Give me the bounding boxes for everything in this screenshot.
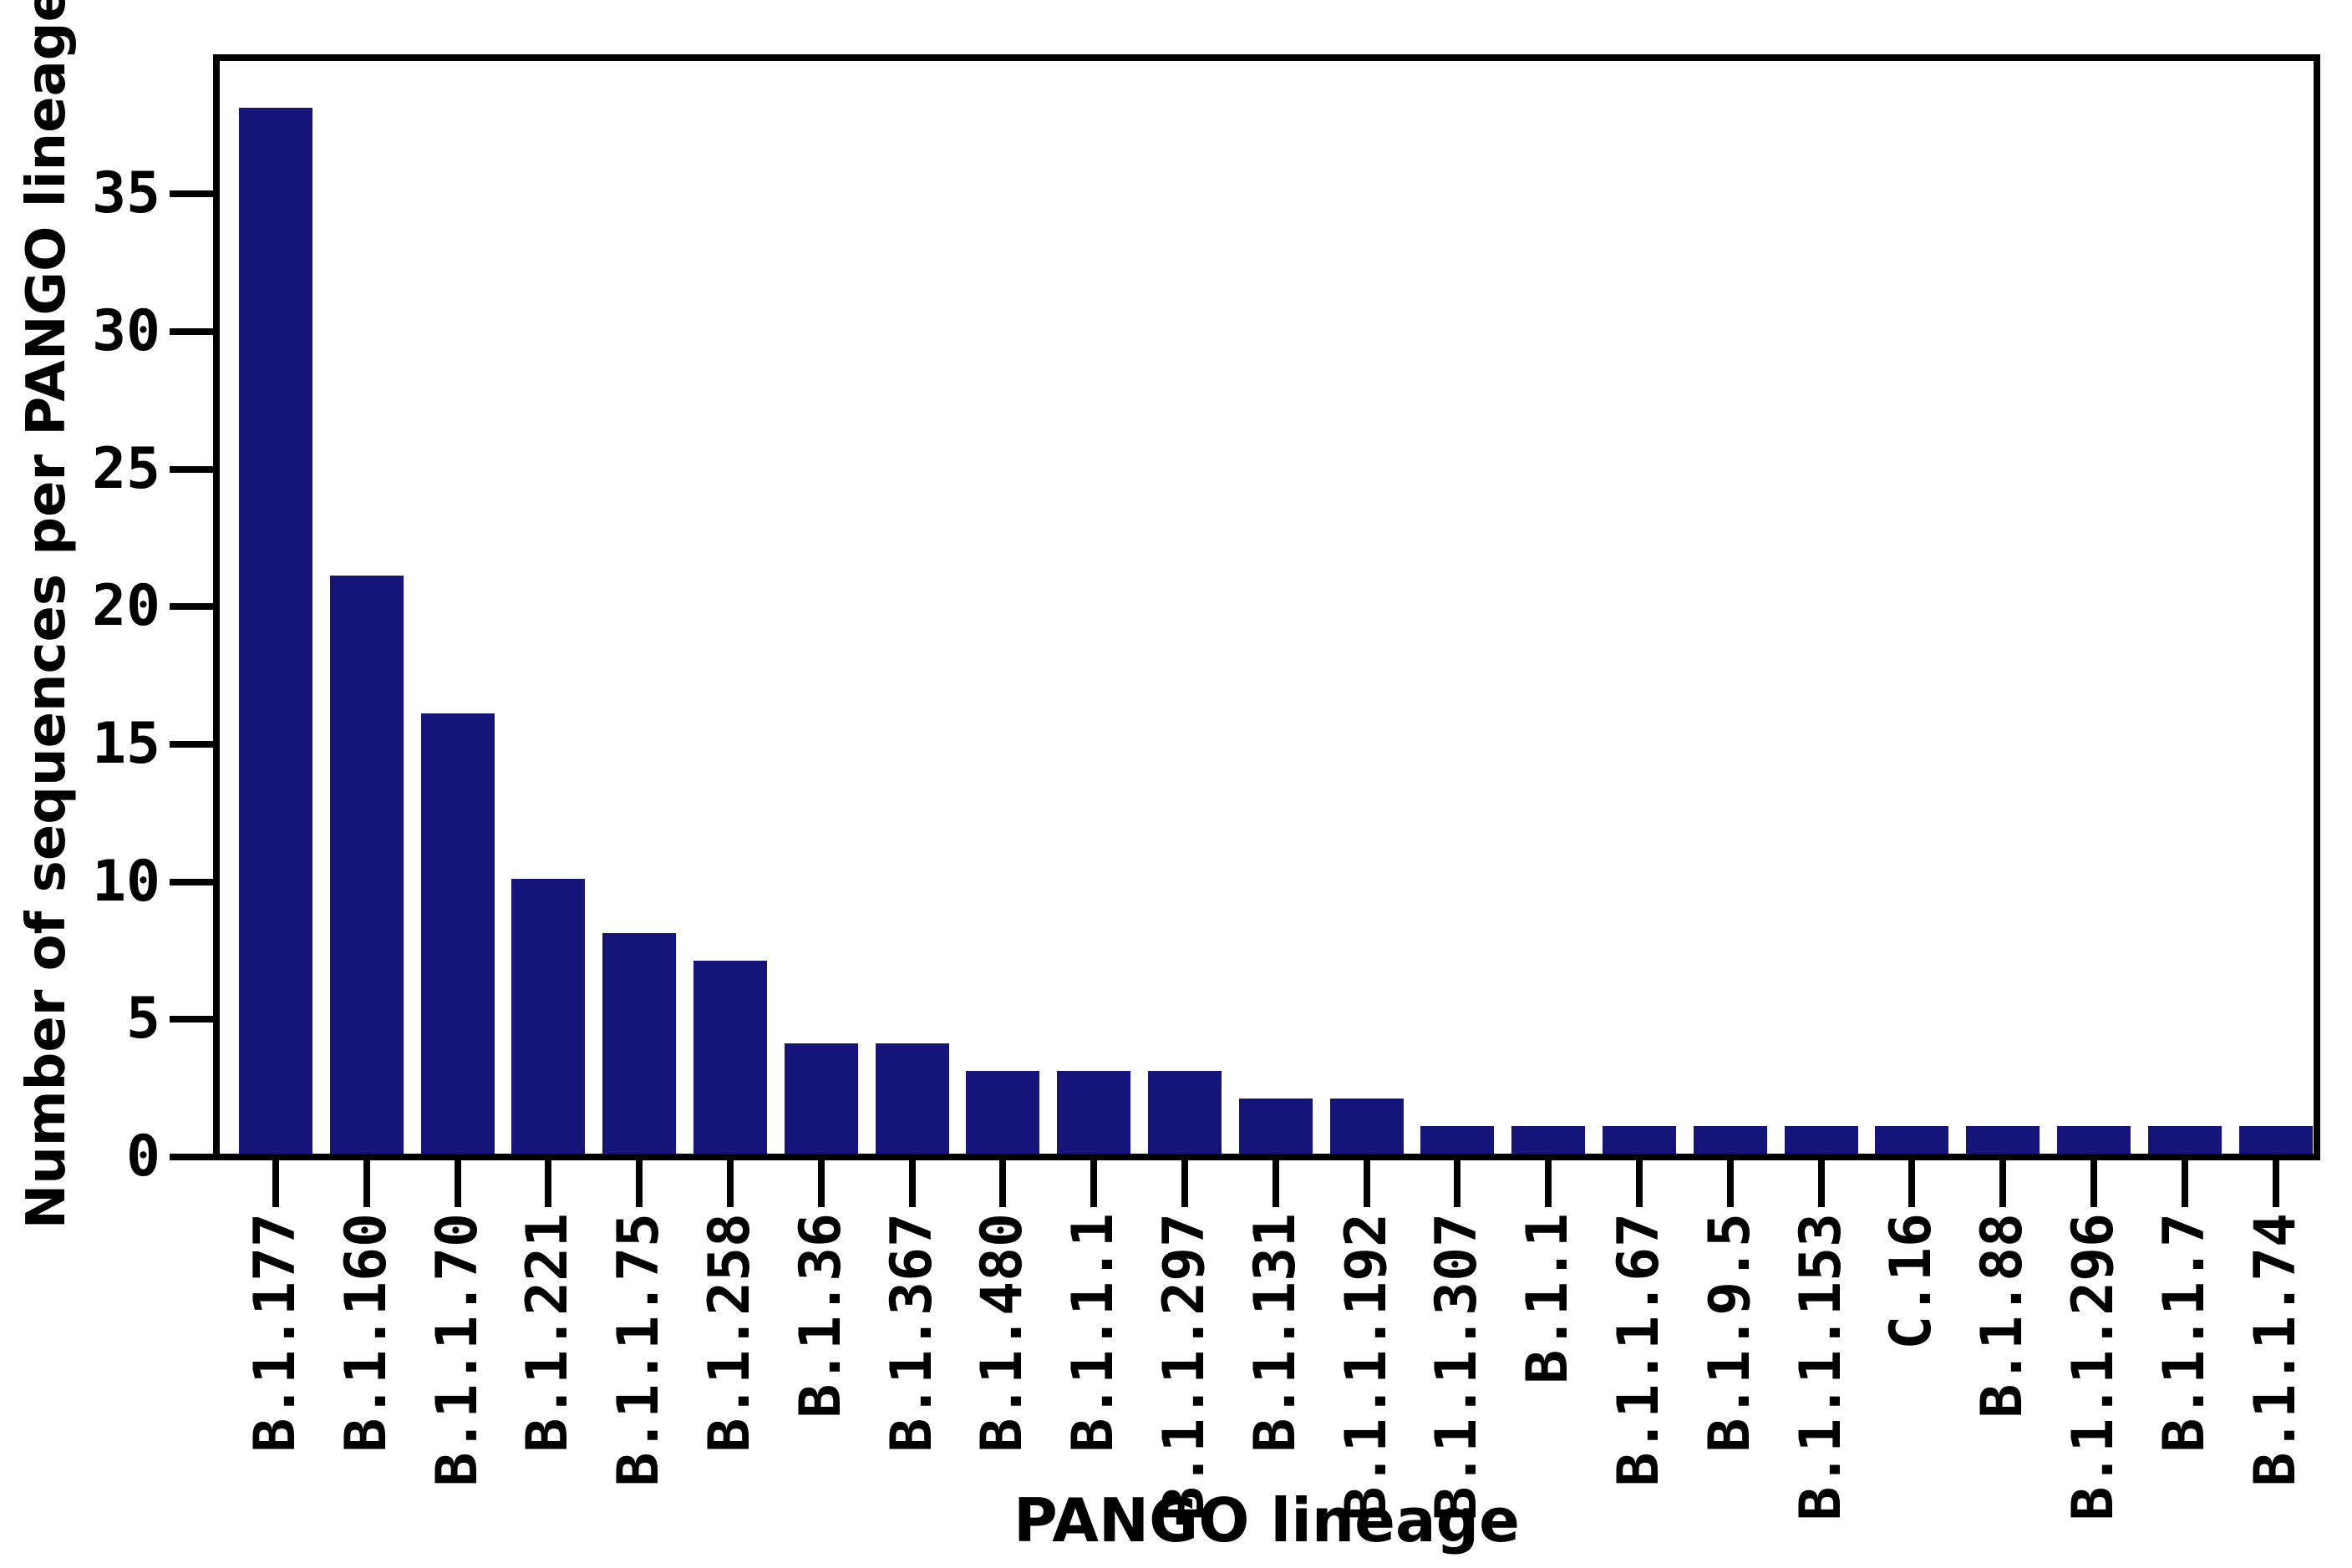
x-tick-mark-C.16 — [1908, 1160, 1916, 1207]
x-tick-mark-B.1.88 — [1999, 1160, 2007, 1207]
y-tick-mark-25 — [170, 465, 213, 473]
bar-B.1.1.67 — [1603, 1126, 1676, 1154]
x-tick-label-B.1.1.75: B.1.1.75 — [606, 1213, 673, 1487]
y-tick-label-35: 35 — [92, 160, 160, 227]
bar-B.1.258 — [693, 961, 767, 1154]
x-tick-label-B.1.160: B.1.160 — [333, 1213, 399, 1453]
bar-B.1.1.1 — [1057, 1071, 1131, 1154]
bar-B.1.221 — [511, 878, 586, 1154]
x-tick-label-B.1.1.7: B.1.1.7 — [2151, 1213, 2217, 1453]
bar-B.1.1.7 — [2147, 1126, 2222, 1154]
bar-C.16 — [1875, 1126, 1949, 1154]
y-tick-label-10: 10 — [92, 848, 160, 915]
bar-B.1.1.296 — [2057, 1126, 2131, 1154]
x-tick-label-B.1.1.1: B.1.1.1 — [1060, 1213, 1127, 1453]
bar-B.1.367 — [875, 1043, 949, 1154]
x-tick-mark-B.1.1.153 — [1817, 1160, 1825, 1207]
y-tick-mark-20 — [170, 603, 213, 611]
x-tick-label-B.1.1.70: B.1.1.70 — [424, 1213, 490, 1487]
x-tick-mark-B.1.1.297 — [1181, 1160, 1188, 1207]
x-tick-label-B.1.1.153: B.1.1.153 — [1787, 1213, 1854, 1521]
bar-B.1.1.74 — [2238, 1126, 2313, 1154]
plot-area — [213, 54, 2320, 1160]
x-tick-label-B.1.480: B.1.480 — [969, 1213, 1036, 1453]
x-tick-mark-B.1.258 — [727, 1160, 734, 1207]
y-tick-label-30: 30 — [92, 297, 160, 364]
bar-B.1.1.192 — [1329, 1099, 1404, 1154]
x-tick-label-B.1.1.67: B.1.1.67 — [1606, 1213, 1672, 1487]
y-tick-mark-10 — [170, 878, 213, 885]
x-tick-mark-B.1.1.7 — [2181, 1160, 2188, 1207]
x-tick-label-B.1.1.297: B.1.1.297 — [1151, 1213, 1217, 1521]
bar-B.1.177 — [239, 108, 312, 1154]
y-tick-label-0: 0 — [126, 1124, 160, 1190]
x-tick-mark-B.1.1.192 — [1363, 1160, 1370, 1207]
bar-B.1.480 — [966, 1071, 1040, 1154]
y-tick-mark-5 — [170, 1016, 213, 1023]
x-tick-label-B.1.36: B.1.36 — [787, 1213, 854, 1418]
x-tick-mark-B.1.1.75 — [636, 1160, 643, 1207]
y-tick-mark-35 — [170, 190, 213, 198]
bar-B.1.1 — [1511, 1126, 1586, 1154]
x-tick-mark-B.1.221 — [545, 1160, 552, 1207]
x-tick-label-B.1.9.5: B.1.9.5 — [1696, 1213, 1763, 1453]
x-tick-mark-B.1.177 — [272, 1160, 279, 1207]
bar-B.1.36 — [784, 1043, 858, 1154]
x-tick-mark-B.1.1.296 — [2090, 1160, 2097, 1207]
x-tick-mark-B.1.1.67 — [1636, 1160, 1643, 1207]
x-tick-label-B.1.258: B.1.258 — [697, 1213, 763, 1453]
x-tick-mark-B.1.1.1 — [1090, 1160, 1098, 1207]
y-tick-label-5: 5 — [126, 986, 160, 1053]
x-tick-label-B.1.88: B.1.88 — [1969, 1213, 2036, 1418]
x-tick-label-B.1.221: B.1.221 — [515, 1213, 582, 1453]
x-tick-label-B.1.177: B.1.177 — [242, 1213, 308, 1453]
x-tick-label-B.1.1.74: B.1.1.74 — [2242, 1213, 2309, 1487]
x-tick-label-B.1.131: B.1.131 — [1242, 1213, 1308, 1453]
y-tick-label-20: 20 — [92, 573, 160, 640]
bar-B.1.131 — [1238, 1099, 1313, 1154]
x-tick-label-B.1.1.307: B.1.1.307 — [1424, 1213, 1491, 1521]
y-tick-label-15: 15 — [92, 710, 160, 777]
x-tick-mark-B.1.1.74 — [2272, 1160, 2279, 1207]
x-tick-mark-B.1.1.70 — [454, 1160, 461, 1207]
x-tick-label-B.1.367: B.1.367 — [878, 1213, 945, 1453]
x-tick-label-B.1.1: B.1.1 — [1515, 1213, 1582, 1384]
x-tick-mark-B.1.160 — [363, 1160, 370, 1207]
y-tick-label-25: 25 — [92, 435, 160, 502]
bar-B.1.1.297 — [1148, 1071, 1222, 1154]
x-tick-mark-B.1.9.5 — [1726, 1160, 1734, 1207]
x-tick-mark-B.1.367 — [908, 1160, 916, 1207]
y-tick-mark-0 — [170, 1154, 213, 1160]
x-tick-label-C.16: C.16 — [1878, 1213, 1945, 1350]
x-tick-label-B.1.1.192: B.1.1.192 — [1333, 1213, 1400, 1521]
x-tick-label-B.1.1.296: B.1.1.296 — [2060, 1213, 2126, 1521]
bar-B.1.88 — [1966, 1126, 2040, 1154]
bar-B.1.1.153 — [1784, 1126, 1858, 1154]
bar-B.1.1.307 — [1420, 1126, 1495, 1154]
x-tick-mark-B.1.480 — [999, 1160, 1007, 1207]
x-tick-mark-B.1.1.307 — [1454, 1160, 1461, 1207]
y-tick-mark-30 — [170, 327, 213, 335]
y-tick-mark-15 — [170, 740, 213, 748]
bar-B.1.160 — [329, 576, 404, 1154]
bar-B.1.9.5 — [1693, 1126, 1767, 1154]
x-tick-mark-B.1.36 — [817, 1160, 825, 1207]
bar-B.1.1.70 — [420, 713, 495, 1154]
x-tick-mark-B.1.1 — [1545, 1160, 1552, 1207]
bar-B.1.1.75 — [602, 933, 677, 1154]
x-axis-label: PANGO lineage — [1013, 1485, 1520, 1555]
x-tick-mark-B.1.131 — [1272, 1160, 1279, 1207]
